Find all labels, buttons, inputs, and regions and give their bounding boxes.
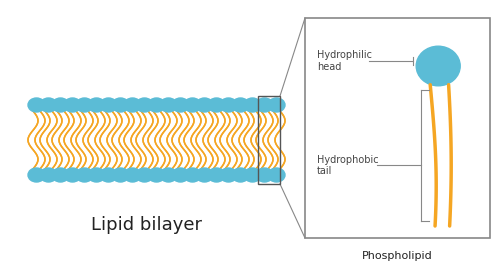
Ellipse shape: [232, 98, 249, 112]
Ellipse shape: [76, 98, 93, 112]
Ellipse shape: [196, 98, 213, 112]
Ellipse shape: [112, 168, 129, 182]
Ellipse shape: [40, 168, 57, 182]
Ellipse shape: [124, 98, 141, 112]
Ellipse shape: [88, 168, 105, 182]
Ellipse shape: [160, 98, 177, 112]
Ellipse shape: [28, 98, 45, 112]
Ellipse shape: [416, 46, 460, 86]
Ellipse shape: [208, 168, 225, 182]
Ellipse shape: [232, 168, 249, 182]
Ellipse shape: [268, 168, 285, 182]
Ellipse shape: [136, 98, 153, 112]
Ellipse shape: [172, 98, 189, 112]
Ellipse shape: [124, 168, 141, 182]
Ellipse shape: [76, 168, 93, 182]
Ellipse shape: [100, 98, 117, 112]
Ellipse shape: [220, 168, 237, 182]
Ellipse shape: [256, 98, 273, 112]
Text: Phospholipid: Phospholipid: [362, 251, 433, 261]
Ellipse shape: [52, 168, 69, 182]
Text: Hydrophilic
head: Hydrophilic head: [317, 50, 372, 72]
Text: Lipid bilayer: Lipid bilayer: [91, 216, 202, 234]
Ellipse shape: [256, 168, 273, 182]
Ellipse shape: [244, 98, 261, 112]
Ellipse shape: [184, 168, 201, 182]
Ellipse shape: [64, 98, 81, 112]
Ellipse shape: [64, 168, 81, 182]
Ellipse shape: [100, 168, 117, 182]
Ellipse shape: [112, 98, 129, 112]
Ellipse shape: [196, 168, 213, 182]
Ellipse shape: [172, 168, 189, 182]
Ellipse shape: [40, 98, 57, 112]
Ellipse shape: [208, 98, 225, 112]
Ellipse shape: [148, 168, 165, 182]
Ellipse shape: [88, 98, 105, 112]
Text: Hydrophobic
tail: Hydrophobic tail: [317, 155, 378, 176]
Ellipse shape: [28, 168, 45, 182]
Ellipse shape: [220, 98, 237, 112]
Ellipse shape: [160, 168, 177, 182]
Ellipse shape: [136, 168, 153, 182]
Ellipse shape: [52, 98, 69, 112]
Ellipse shape: [184, 98, 201, 112]
Ellipse shape: [244, 168, 261, 182]
Bar: [258, 96, 280, 184]
Bar: [305, 18, 490, 238]
Ellipse shape: [268, 98, 285, 112]
Ellipse shape: [148, 98, 165, 112]
